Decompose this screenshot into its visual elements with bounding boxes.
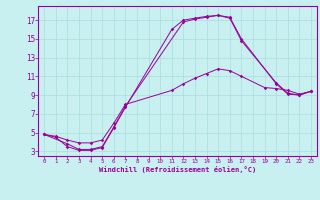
X-axis label: Windchill (Refroidissement éolien,°C): Windchill (Refroidissement éolien,°C) xyxy=(99,166,256,173)
